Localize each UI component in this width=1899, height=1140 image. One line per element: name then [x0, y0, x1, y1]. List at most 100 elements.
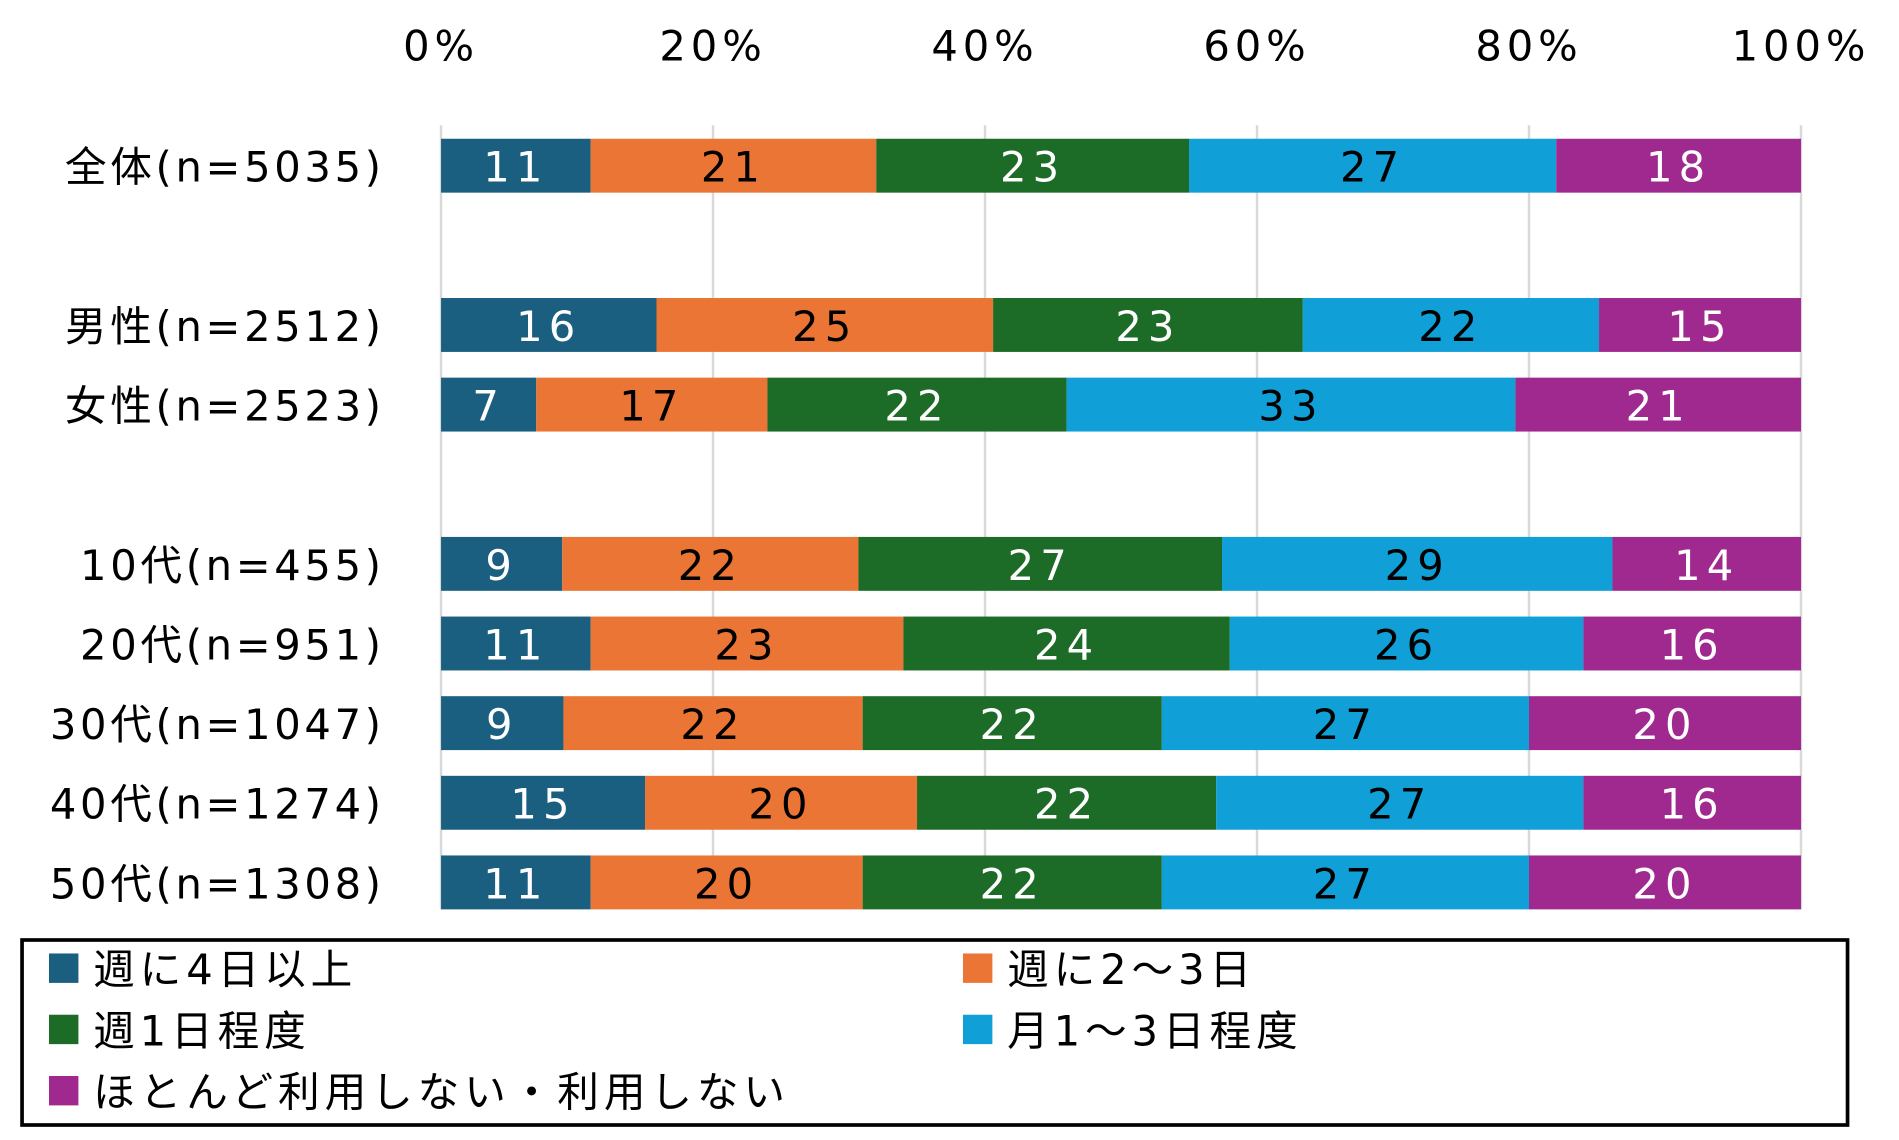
bar-segment	[1229, 616, 1584, 671]
data-label: 11	[483, 620, 548, 669]
bar-segment	[590, 855, 863, 910]
bars: 11 21 23 27 18 16 25 23 22 15 7 17 22 33 21 9 22 27 29 14 11…	[441, 138, 1801, 910]
x-tick-label: 40%	[931, 21, 1038, 70]
data-label: 22	[678, 541, 743, 590]
bar-segment	[441, 855, 591, 910]
data-label: 11	[483, 143, 548, 192]
legend-label: ほとんど利用しない・利用しない	[93, 1068, 790, 1117]
data-label: 16	[1660, 780, 1725, 829]
data-label: 23	[1115, 302, 1180, 351]
bar-segment	[536, 377, 768, 432]
legend-box	[20, 938, 1850, 1127]
data-label: 21	[701, 143, 766, 192]
data-label: 7	[472, 382, 505, 431]
bar-segment	[590, 616, 904, 671]
legend-swatch	[962, 1014, 993, 1045]
bar-segment	[563, 696, 863, 751]
category-label: 全体(n=5035)	[65, 143, 385, 192]
bar-segment	[590, 138, 877, 193]
data-label: 22	[1418, 302, 1483, 351]
data-label: 33	[1258, 382, 1323, 431]
legend-label: 週に2～3日	[1007, 945, 1256, 994]
bar-segment	[1583, 616, 1801, 671]
data-label: 27	[1367, 780, 1432, 829]
bar-segment	[917, 775, 1217, 830]
data-label: 22	[884, 382, 949, 431]
bar-segment	[903, 616, 1230, 671]
data-label: 20	[1632, 859, 1697, 908]
legend-swatch	[962, 953, 993, 983]
data-label: 15	[510, 780, 575, 829]
x-tick-label: 20%	[659, 21, 766, 70]
bar-segment	[1216, 775, 1584, 830]
bar-segment	[441, 298, 657, 352]
data-label: 23	[714, 620, 779, 669]
data-label: 27	[1340, 143, 1405, 192]
bar-segment	[876, 138, 1190, 193]
bar-segment	[1556, 138, 1801, 193]
data-label: 9	[485, 541, 518, 590]
bar-segment	[656, 298, 994, 352]
data-label: 9	[486, 700, 519, 749]
category-label: 30代(n=1047)	[50, 700, 385, 749]
x-tick-label: 100%	[1732, 21, 1871, 70]
bar-segment	[1066, 377, 1516, 432]
category-label: 40代(n=1274)	[50, 780, 385, 829]
bar-segment	[441, 775, 646, 830]
x-tick-labels: 0% 20% 40% 60% 80% 100%	[403, 21, 1871, 70]
bar-segment	[862, 855, 1162, 910]
bar-segment	[441, 138, 591, 193]
data-label: 27	[1008, 541, 1073, 590]
bar-segment	[1302, 298, 1600, 352]
legend-swatch	[49, 1014, 79, 1045]
data-label: 18	[1646, 143, 1711, 192]
data-label: 25	[792, 302, 857, 351]
x-tick-label: 0%	[403, 21, 479, 70]
x-tick-label: 60%	[1203, 21, 1310, 70]
bar-segment	[1161, 696, 1530, 751]
bar-segment	[1222, 536, 1613, 591]
bar-segment	[1161, 855, 1530, 910]
bar-segment	[993, 298, 1303, 352]
category-label: 20代(n=951)	[80, 620, 385, 669]
bar-segment	[645, 775, 918, 830]
category-label: 50代(n=1308)	[50, 859, 385, 908]
bar-segment	[858, 536, 1223, 591]
bar-segment	[1599, 298, 1801, 352]
data-label: 20	[694, 859, 759, 908]
bar-segment	[441, 536, 563, 591]
category-label: 男性(n=2512)	[65, 302, 385, 351]
bar-segment	[767, 377, 1067, 432]
data-label: 22	[980, 859, 1045, 908]
x-tick-label: 80%	[1475, 21, 1582, 70]
data-label: 27	[1313, 700, 1378, 749]
legend-label: 週1日程度	[93, 1006, 311, 1055]
data-label: 29	[1385, 541, 1450, 590]
data-label: 21	[1626, 382, 1691, 431]
data-label: 14	[1674, 541, 1739, 590]
data-label: 20	[748, 780, 813, 829]
data-label: 11	[483, 859, 548, 908]
bar-segment	[862, 696, 1162, 751]
legend-label: 月1～3日程度	[1007, 1006, 1302, 1055]
data-label: 15	[1667, 302, 1732, 351]
data-label: 22	[980, 700, 1045, 749]
legend-label: 週に4日以上	[93, 945, 357, 994]
data-label: 16	[1660, 620, 1725, 669]
category-labels: 全体(n=5035) 男性(n=2512) 女性(n=2523) 10代(n=455)…	[50, 143, 385, 909]
bar-segment	[1583, 775, 1801, 830]
category-label: 10代(n=455)	[80, 541, 385, 590]
bar-segment	[1515, 377, 1801, 432]
bar-segment	[1189, 138, 1557, 193]
data-label: 22	[1034, 780, 1099, 829]
data-label: 27	[1313, 859, 1378, 908]
data-label: 24	[1034, 620, 1099, 669]
bar-segment	[441, 377, 537, 432]
bar-segment	[562, 536, 859, 591]
bar-segment	[441, 616, 591, 671]
bar-segment	[1529, 696, 1801, 751]
data-label: 23	[1000, 143, 1065, 192]
legend-swatch	[49, 953, 79, 983]
